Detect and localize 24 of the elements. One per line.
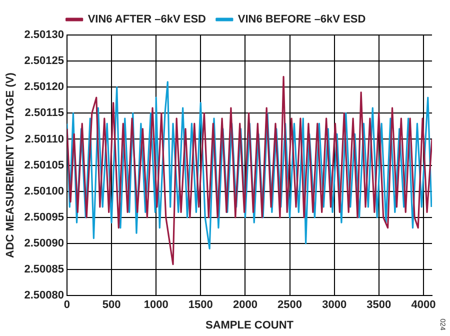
y-axis-title: ADC MEASUREMENT VOLTAGE (V) bbox=[4, 72, 17, 258]
x-tick-label: 1000 bbox=[144, 299, 168, 312]
y-tick-label: 2.50110 bbox=[24, 133, 64, 146]
x-tick-label: 3000 bbox=[322, 299, 347, 312]
legend-label: VIN6 BEFORE –6kV ESD bbox=[238, 14, 366, 26]
legend-label: VIN6 AFTER –6kV ESD bbox=[88, 14, 206, 26]
y-tick-label: 2.50115 bbox=[24, 107, 64, 120]
y-tick-label: 2.50120 bbox=[24, 81, 64, 94]
x-tick-label: 0 bbox=[64, 299, 70, 312]
y-tick-label: 2.50100 bbox=[24, 185, 64, 198]
y-tick-label: 2.50130 bbox=[24, 29, 64, 42]
y-tick-label: 2.50105 bbox=[24, 159, 64, 172]
x-tick-label: 2500 bbox=[278, 299, 302, 312]
y-tick-label: 2.50080 bbox=[24, 290, 64, 302]
x-tick-label: 1500 bbox=[188, 299, 213, 312]
x-tick-label: 3500 bbox=[366, 299, 392, 312]
x-axis-title: SAMPLE COUNT bbox=[205, 319, 294, 332]
y-tick-label: 2.50085 bbox=[24, 264, 64, 276]
y-tick-label: 2.50090 bbox=[24, 238, 64, 250]
x-tick-label: 500 bbox=[102, 299, 121, 312]
x-tick-label: 4000 bbox=[411, 299, 436, 312]
x-tick-label: 2000 bbox=[232, 299, 258, 312]
y-tick-label: 2.50095 bbox=[24, 211, 64, 224]
y-tick-label: 2.50125 bbox=[24, 55, 64, 68]
